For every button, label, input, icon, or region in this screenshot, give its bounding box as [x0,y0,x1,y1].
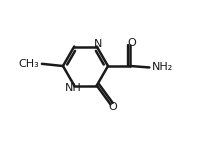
Text: O: O [127,38,136,48]
Text: O: O [108,102,117,112]
Text: NH₂: NH₂ [152,62,173,73]
Text: N: N [94,39,102,49]
Text: CH₃: CH₃ [18,59,39,69]
Text: NH: NH [64,83,81,93]
